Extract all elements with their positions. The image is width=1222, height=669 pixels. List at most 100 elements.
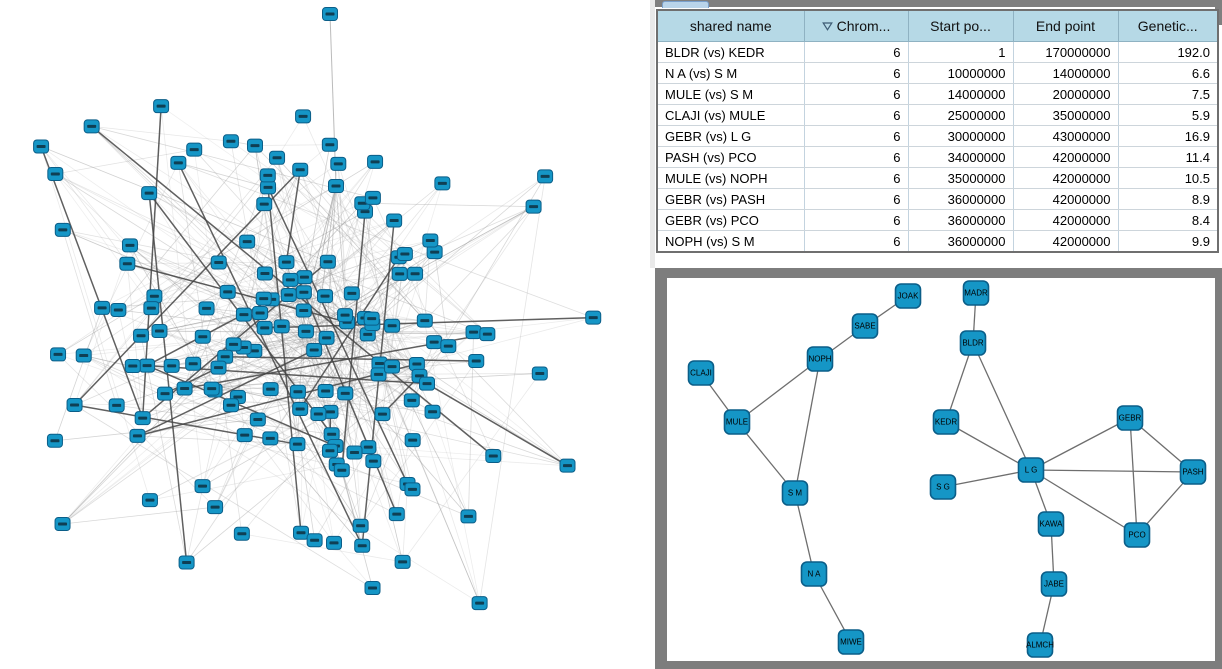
graph-edge[interactable] <box>54 419 258 442</box>
graph-node[interactable] <box>295 285 312 300</box>
graph-edge-l-g-pash[interactable] <box>1030 469 1194 473</box>
table-cell[interactable]: 6 <box>804 125 909 147</box>
graph-edge[interactable] <box>379 273 416 364</box>
table-cell[interactable]: 6 <box>804 146 909 168</box>
graph-node[interactable] <box>364 581 381 596</box>
graph-edge[interactable] <box>337 163 480 604</box>
graph-edge[interactable] <box>434 252 449 347</box>
graph-edge[interactable] <box>305 220 395 332</box>
graph-edge[interactable] <box>344 206 534 316</box>
graph-node[interactable] <box>236 428 253 443</box>
graph-node[interactable] <box>319 254 336 269</box>
table-cell[interactable]: 170000000 <box>1013 41 1119 63</box>
graph-node[interactable] <box>407 266 424 281</box>
graph-node[interactable] <box>194 329 211 344</box>
graph-edge[interactable] <box>230 140 416 275</box>
graph-node[interactable] <box>33 139 50 154</box>
graph-node[interactable] <box>273 319 290 334</box>
graph-edge[interactable] <box>129 244 420 377</box>
graph-node[interactable] <box>141 186 158 201</box>
graph-node[interactable] <box>129 428 146 443</box>
graph-edge[interactable] <box>264 220 395 329</box>
graph-node[interactable] <box>108 398 125 413</box>
graph-edge[interactable] <box>305 251 435 332</box>
graph-node[interactable] <box>460 509 477 524</box>
graph-edge[interactable] <box>91 125 231 142</box>
graph-node[interactable] <box>256 320 273 335</box>
graph-node[interactable] <box>346 445 363 460</box>
table-cell[interactable]: 42000000 <box>1013 146 1119 168</box>
table-cell[interactable]: 11.4 <box>1118 146 1219 168</box>
graph-edge[interactable] <box>132 308 207 367</box>
graph-node[interactable] <box>47 166 64 181</box>
graph-edge[interactable] <box>414 183 443 274</box>
table-cell[interactable]: 10.5 <box>1118 167 1219 189</box>
graph-edge[interactable] <box>290 279 319 415</box>
table-cell[interactable]: 16.9 <box>1118 125 1219 147</box>
table-cell[interactable]: 34000000 <box>908 146 1014 168</box>
graph-node[interactable] <box>343 286 360 301</box>
graph-node[interactable] <box>157 386 174 401</box>
graph-node[interactable] <box>194 479 211 494</box>
graph-node[interactable] <box>46 433 63 448</box>
graph-edge[interactable] <box>416 317 594 365</box>
graph-node[interactable] <box>198 301 215 316</box>
graph-edge[interactable] <box>335 185 393 326</box>
graph-edge[interactable] <box>344 322 348 394</box>
table-cell[interactable]: 36000000 <box>908 188 1014 210</box>
column-header-shared-name[interactable]: shared name <box>656 9 805 42</box>
graph-node-pash[interactable]: PASH <box>1179 459 1207 485</box>
graph-edge[interactable] <box>62 506 216 525</box>
graph-edge[interactable] <box>91 125 373 199</box>
graph-edge[interactable] <box>276 157 327 338</box>
graph-node-joak[interactable]: JOAK <box>894 283 922 309</box>
graph-edge[interactable] <box>276 157 426 321</box>
graph-edge[interactable] <box>335 185 373 325</box>
graph-node[interactable] <box>259 168 276 183</box>
graph-edge-bldr-kedr[interactable] <box>945 342 974 423</box>
graph-edge[interactable] <box>432 411 469 517</box>
graph-node[interactable] <box>322 404 339 419</box>
graph-edge[interactable] <box>254 144 330 146</box>
graph-edge[interactable] <box>372 197 494 457</box>
graph-node[interactable] <box>246 138 263 153</box>
graph-node[interactable] <box>367 154 384 169</box>
graph-edge-heavy[interactable] <box>177 162 363 547</box>
graph-edge[interactable] <box>214 434 246 508</box>
graph-node[interactable] <box>306 533 323 548</box>
graph-edge[interactable] <box>378 374 414 441</box>
graph-edge[interactable] <box>164 393 383 415</box>
graph-edge[interactable] <box>241 533 403 563</box>
table-cell[interactable]: 14000000 <box>1013 62 1119 84</box>
graph-edge[interactable] <box>346 322 398 515</box>
graph-node-bldr[interactable]: BLDR <box>959 330 987 356</box>
table-cell[interactable]: 6 <box>804 41 909 63</box>
graph-node[interactable] <box>282 272 299 287</box>
graph-node[interactable] <box>295 303 312 318</box>
graph-node[interactable] <box>83 119 100 134</box>
graph-edge[interactable] <box>257 331 307 420</box>
graph-node[interactable] <box>151 324 168 339</box>
graph-edge[interactable] <box>149 464 337 501</box>
main-network-view[interactable] <box>0 0 650 669</box>
table-cell[interactable]: 8.9 <box>1118 188 1219 210</box>
graph-node[interactable] <box>479 327 496 342</box>
graph-edge[interactable] <box>91 126 353 294</box>
graph-edge[interactable] <box>299 169 480 604</box>
graph-node[interactable] <box>370 367 387 382</box>
graph-node[interactable] <box>559 458 576 473</box>
graph-edge[interactable] <box>140 310 304 337</box>
graph-node[interactable] <box>364 190 381 205</box>
column-header-end-point[interactable]: End point <box>1012 9 1119 42</box>
graph-node[interactable] <box>354 538 371 553</box>
graph-node-kedr[interactable]: KEDR <box>932 409 960 435</box>
table-cell[interactable]: 42000000 <box>1013 167 1119 189</box>
graph-node[interactable] <box>292 525 309 540</box>
graph-node[interactable] <box>289 384 306 399</box>
table-cell[interactable]: 6 <box>804 230 909 253</box>
graph-node[interactable] <box>222 398 239 413</box>
graph-edge-heavy[interactable] <box>137 363 418 437</box>
graph-edge[interactable] <box>281 318 372 327</box>
graph-node[interactable] <box>292 162 309 177</box>
graph-edge-heavy[interactable] <box>267 187 409 485</box>
